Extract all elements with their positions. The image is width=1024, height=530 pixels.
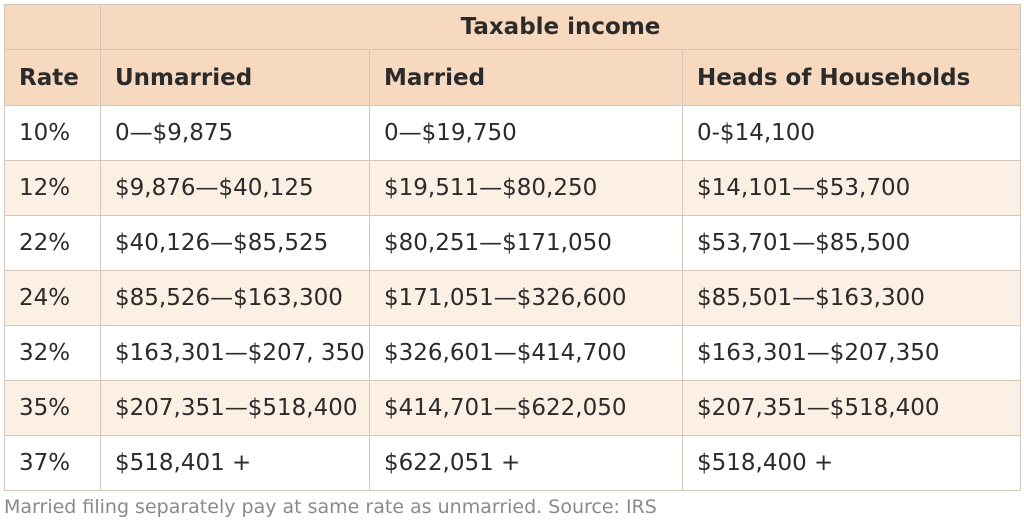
married-cell: $19,511—$80,250 [369, 160, 683, 216]
heads-of-households-cell: $53,701—$85,500 [682, 215, 1021, 271]
unmarried-cell: $163,301—$207, 350 [100, 325, 370, 381]
unmarried-cell: $518,401 + [100, 435, 370, 491]
married-cell: $171,051—$326,600 [369, 270, 683, 326]
table-row: 37% $518,401 + $622,051 + $518,400 + [4, 435, 1021, 491]
rate-cell: 24% [4, 270, 101, 326]
empty-corner-cell [4, 4, 101, 50]
tax-bracket-table: Taxable income Rate Unmarried Married He… [4, 4, 1021, 491]
column-header-unmarried: Unmarried [100, 49, 370, 106]
unmarried-cell: $9,876—$40,125 [100, 160, 370, 216]
unmarried-cell: 0—$9,875 [100, 105, 370, 161]
heads-of-households-cell: $14,101—$53,700 [682, 160, 1021, 216]
heads-of-households-cell: $163,301—$207,350 [682, 325, 1021, 381]
column-header-rate: Rate [4, 49, 101, 106]
heads-of-households-cell: $518,400 + [682, 435, 1021, 491]
heads-of-households-cell: 0-$14,100 [682, 105, 1021, 161]
table-row: 12% $9,876—$40,125 $19,511—$80,250 $14,1… [4, 160, 1021, 216]
unmarried-cell: $207,351—$518,400 [100, 380, 370, 436]
married-cell: $414,701—$622,050 [369, 380, 683, 436]
married-cell: $622,051 + [369, 435, 683, 491]
rate-cell: 22% [4, 215, 101, 271]
unmarried-cell: $40,126—$85,525 [100, 215, 370, 271]
married-cell: $80,251—$171,050 [369, 215, 683, 271]
table-row: 32% $163,301—$207, 350 $326,601—$414,700… [4, 325, 1021, 381]
rate-cell: 32% [4, 325, 101, 381]
table-column-header-row: Rate Unmarried Married Heads of Househol… [4, 49, 1021, 106]
column-header-married: Married [369, 49, 683, 106]
table-row: 22% $40,126—$85,525 $80,251—$171,050 $53… [4, 215, 1021, 271]
rate-cell: 35% [4, 380, 101, 436]
column-header-heads-of-households: Heads of Households [682, 49, 1021, 106]
unmarried-cell: $85,526—$163,300 [100, 270, 370, 326]
rate-cell: 37% [4, 435, 101, 491]
rate-cell: 10% [4, 105, 101, 161]
heads-of-households-cell: $207,351—$518,400 [682, 380, 1021, 436]
tax-bracket-table-container: Taxable income Rate Unmarried Married He… [4, 4, 1021, 491]
rate-cell: 12% [4, 160, 101, 216]
table-row: 24% $85,526—$163,300 $171,051—$326,600 $… [4, 270, 1021, 326]
heads-of-households-cell: $85,501—$163,300 [682, 270, 1021, 326]
table-row: 35% $207,351—$518,400 $414,701—$622,050 … [4, 380, 1021, 436]
table-group-header-row: Taxable income [4, 4, 1021, 50]
table-row: 10% 0—$9,875 0—$19,750 0-$14,100 [4, 105, 1021, 161]
married-cell: 0—$19,750 [369, 105, 683, 161]
taxable-income-header: Taxable income [100, 4, 1021, 50]
married-cell: $326,601—$414,700 [369, 325, 683, 381]
source-footnote: Married filing separately pay at same ra… [4, 496, 657, 518]
